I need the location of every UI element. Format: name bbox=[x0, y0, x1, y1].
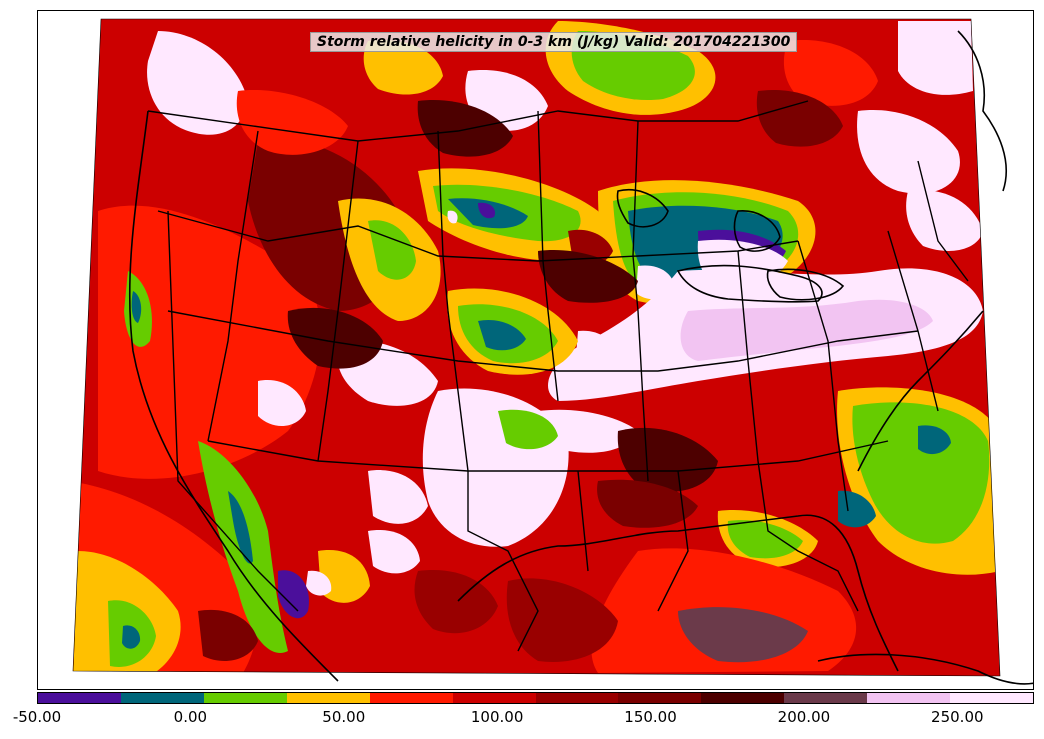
map-panel: Storm relative helicity in 0-3 km (J/kg)… bbox=[37, 10, 1034, 690]
colorbar-segment bbox=[701, 693, 785, 703]
colorbar-tick-label: 100.00 bbox=[470, 708, 524, 726]
state-borders bbox=[72, 18, 1001, 677]
helicity-field bbox=[73, 19, 1000, 676]
map-title: Storm relative helicity in 0-3 km (J/kg)… bbox=[310, 32, 798, 52]
colorbar-segment bbox=[867, 693, 951, 703]
map-canvas bbox=[72, 18, 1033, 685]
colorbar-segment bbox=[784, 693, 868, 703]
colorbar-segment bbox=[203, 693, 287, 703]
colorbar-tick-label: 250.00 bbox=[931, 708, 984, 726]
colorbar-segment bbox=[38, 693, 121, 703]
colorbar-segment bbox=[618, 693, 702, 703]
colorbar-tick-label: 0.00 bbox=[173, 708, 208, 726]
colorbar-tick-label: -50.00 bbox=[12, 708, 62, 726]
colorbar bbox=[37, 692, 1034, 704]
colorbar-tick-label: 200.00 bbox=[777, 708, 831, 726]
colorbar-segment bbox=[452, 693, 536, 703]
colorbar-segment bbox=[369, 693, 453, 703]
colorbar-tick-label: 150.00 bbox=[624, 708, 677, 726]
colorbar-segment bbox=[535, 693, 619, 703]
colorbar-tick-label: 50.00 bbox=[322, 708, 366, 726]
colorbar-segment bbox=[950, 693, 1034, 703]
coastlines bbox=[128, 30, 1033, 685]
colorbar-segment bbox=[286, 693, 370, 703]
colorbar-segment bbox=[120, 693, 204, 703]
